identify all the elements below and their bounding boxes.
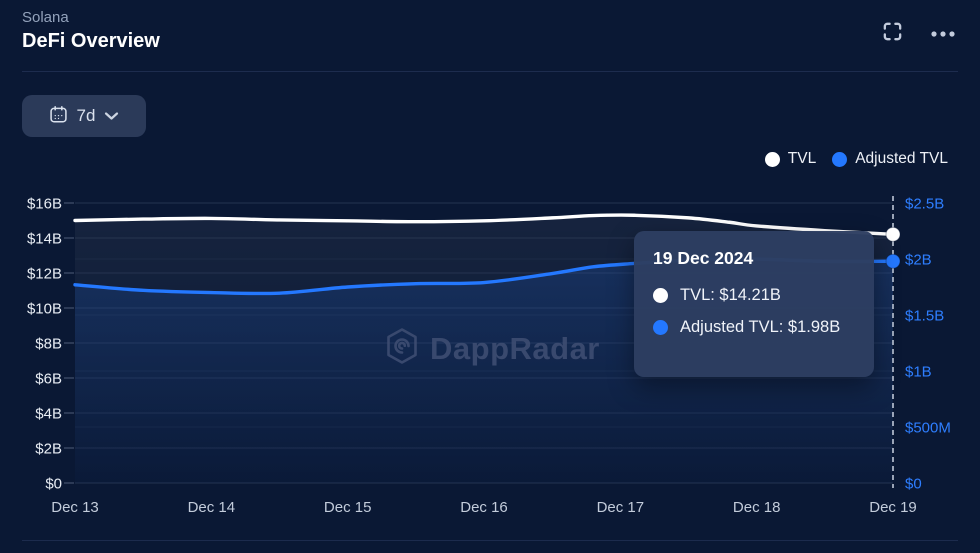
- tooltip-row-tvl: TVL: $14.21B: [653, 286, 856, 305]
- right-axis-label: $0: [905, 476, 922, 493]
- right-axis-label: $1.5B: [905, 308, 944, 325]
- header: Solana DeFi Overview: [22, 8, 160, 54]
- left-axis-label: $6B: [35, 371, 62, 388]
- chevron-down-icon: [104, 109, 119, 124]
- chart-hover-cursor: [885, 196, 901, 488]
- x-axis-label: Dec 17: [597, 499, 645, 516]
- tooltip-adjusted-tvl-value: Adjusted TVL: $1.98B: [680, 318, 841, 336]
- legend-item-adjusted-tvl[interactable]: Adjusted TVL: [832, 150, 948, 168]
- adjusted-tvl-marker-dot: [885, 253, 901, 269]
- right-axis-label: $2.5B: [905, 196, 944, 213]
- tvl-legend-dot-icon: [764, 151, 780, 167]
- x-axis-label: Dec 18: [733, 499, 781, 516]
- adjusted-tvl-legend-dot-icon: [832, 151, 848, 167]
- legend-label-tvl: TVL: [787, 150, 817, 167]
- x-axis-label: Dec 15: [324, 499, 372, 516]
- header-actions: [879, 18, 958, 48]
- left-axis-label: $10B: [27, 301, 62, 318]
- chart-legend: TVL Adjusted TVL: [764, 150, 948, 168]
- fullscreen-icon: [881, 20, 904, 46]
- left-axis-label: $14B: [27, 231, 62, 248]
- left-axis-label: $0: [45, 476, 62, 493]
- right-axis-label: $2B: [905, 252, 932, 269]
- x-axis-label: Dec 19: [869, 499, 917, 516]
- chain-subtitle: Solana: [22, 9, 69, 26]
- ellipsis-icon: [930, 26, 956, 41]
- left-axis-label: $12B: [27, 266, 62, 283]
- more-menu-button[interactable]: [928, 24, 958, 43]
- header-divider: [22, 71, 958, 72]
- chart-tooltip: 19 Dec 2024 TVL: $14.21B Adjusted TVL: $…: [634, 231, 874, 377]
- left-axis-label: $8B: [35, 336, 62, 353]
- page-title: DeFi Overview: [22, 30, 160, 52]
- tooltip-tvl-value: TVL: $14.21B: [680, 286, 781, 304]
- calendar-icon: [49, 105, 68, 127]
- left-axis-label: $4B: [35, 406, 62, 423]
- left-axis-label: $2B: [35, 441, 62, 458]
- right-axis-label: $500M: [905, 420, 951, 437]
- tvl-marker-dot: [885, 226, 901, 242]
- legend-label-adjusted-tvl: Adjusted TVL: [855, 150, 948, 167]
- chart-axis-labels: $0 $2B $4B $6B $8B $10B $12B $14B $16B $0 $500M $1B…: [27, 196, 951, 517]
- bottom-divider: [22, 540, 958, 541]
- tooltip-row-adjusted-tvl: Adjusted TVL: $1.98B: [653, 318, 856, 337]
- legend-item-tvl[interactable]: TVL: [764, 150, 817, 168]
- tooltip-date: 19 Dec 2024: [653, 248, 754, 268]
- x-axis-label: Dec 14: [188, 499, 236, 516]
- left-axis-label: $16B: [27, 196, 62, 213]
- date-range-button[interactable]: 7d: [22, 95, 146, 137]
- tvl-line: [73, 213, 895, 237]
- date-range-label: 7d: [76, 106, 96, 125]
- tvl-dot-icon: [653, 288, 668, 303]
- right-axis-label: $1B: [905, 364, 932, 381]
- adjusted-tvl-dot-icon: [653, 320, 668, 335]
- x-axis-label: Dec 16: [460, 499, 508, 516]
- x-axis-label: Dec 13: [51, 499, 99, 516]
- fullscreen-button[interactable]: [879, 18, 906, 48]
